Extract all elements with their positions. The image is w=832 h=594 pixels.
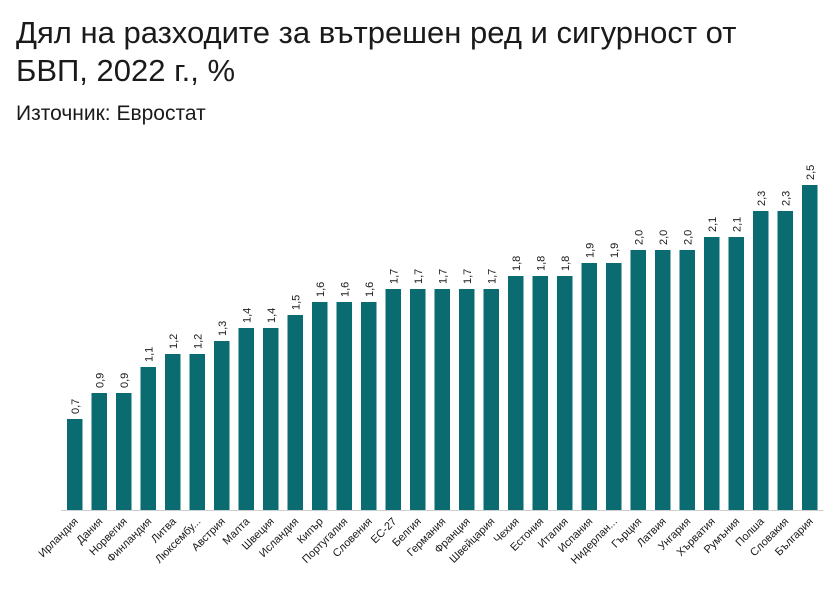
bar-1 [91,393,107,510]
value-label: 2,1 [707,217,719,232]
bar-10 [312,302,328,510]
value-label: 1,7 [462,269,474,284]
bar-2 [116,393,132,510]
bar-5 [189,354,205,510]
value-label: 1,8 [535,256,547,271]
category-labels-group: ИрландияДанияНорвегияФинландияЛитваЛюксе… [36,515,815,567]
bar-4 [165,354,181,510]
bar-20 [557,276,573,510]
value-label: 2,5 [805,165,817,180]
value-labels-group: 0,7 0,9 0,9 1,1 1,2 1,2 1,3 1,4 1,4 1,5 1,6 1,6 1,6 1… [70,165,817,414]
value-label: 0,9 [94,373,106,388]
bar-9 [287,315,303,510]
value-label: 2,1 [731,217,743,232]
value-label: 1,4 [266,308,278,323]
value-label: 1,9 [609,243,621,258]
bar-24 [655,250,671,510]
value-label: 1,3 [217,321,229,336]
bar-14 [410,289,426,510]
bar-16 [459,289,475,510]
value-label: 1,7 [486,269,498,284]
value-label: 2,0 [658,230,670,245]
value-label: 1,7 [413,269,425,284]
value-label: 1,8 [511,256,523,271]
bar-3 [140,367,156,510]
bar-22 [606,263,622,510]
bar-0 [67,419,83,510]
bars-group [67,185,818,510]
value-label: 1,2 [168,334,180,349]
bar-23 [630,250,646,510]
bar-6 [214,341,230,510]
bar-12 [361,302,377,510]
value-label: 2,3 [756,191,768,206]
value-label: 0,7 [70,399,82,414]
bar-28 [753,211,769,510]
bar-7 [238,328,254,510]
value-label: 1,4 [241,308,253,323]
value-label: 1,5 [290,295,302,310]
bar-21 [581,263,597,510]
value-label: 1,6 [315,282,327,297]
value-label: 1,7 [437,269,449,284]
value-label: 1,7 [388,269,400,284]
bar-18 [508,276,524,510]
bar-30 [802,185,818,510]
value-label: 2,0 [682,230,694,245]
bar-11 [336,302,352,510]
chart-source: Източник: Евростат [16,102,206,125]
value-label: 1,9 [584,243,596,258]
value-label: 1,6 [339,282,351,297]
bar-19 [532,276,548,510]
chart-title: Дял на разходите за вътрешен ред и сигур… [16,15,737,88]
bar-27 [728,237,744,510]
value-label: 2,3 [780,191,792,206]
value-label: 1,2 [192,334,204,349]
bar-15 [434,289,450,510]
bar-25 [679,250,695,510]
bar-17 [483,289,499,510]
value-label: 1,8 [560,256,572,271]
value-label: 0,9 [119,373,131,388]
bar-29 [777,211,793,510]
bar-26 [704,237,720,510]
value-label: 1,1 [143,347,155,362]
value-label: 1,6 [364,282,376,297]
value-label: 2,0 [633,230,645,245]
bar-8 [263,328,279,510]
bar-13 [385,289,401,510]
